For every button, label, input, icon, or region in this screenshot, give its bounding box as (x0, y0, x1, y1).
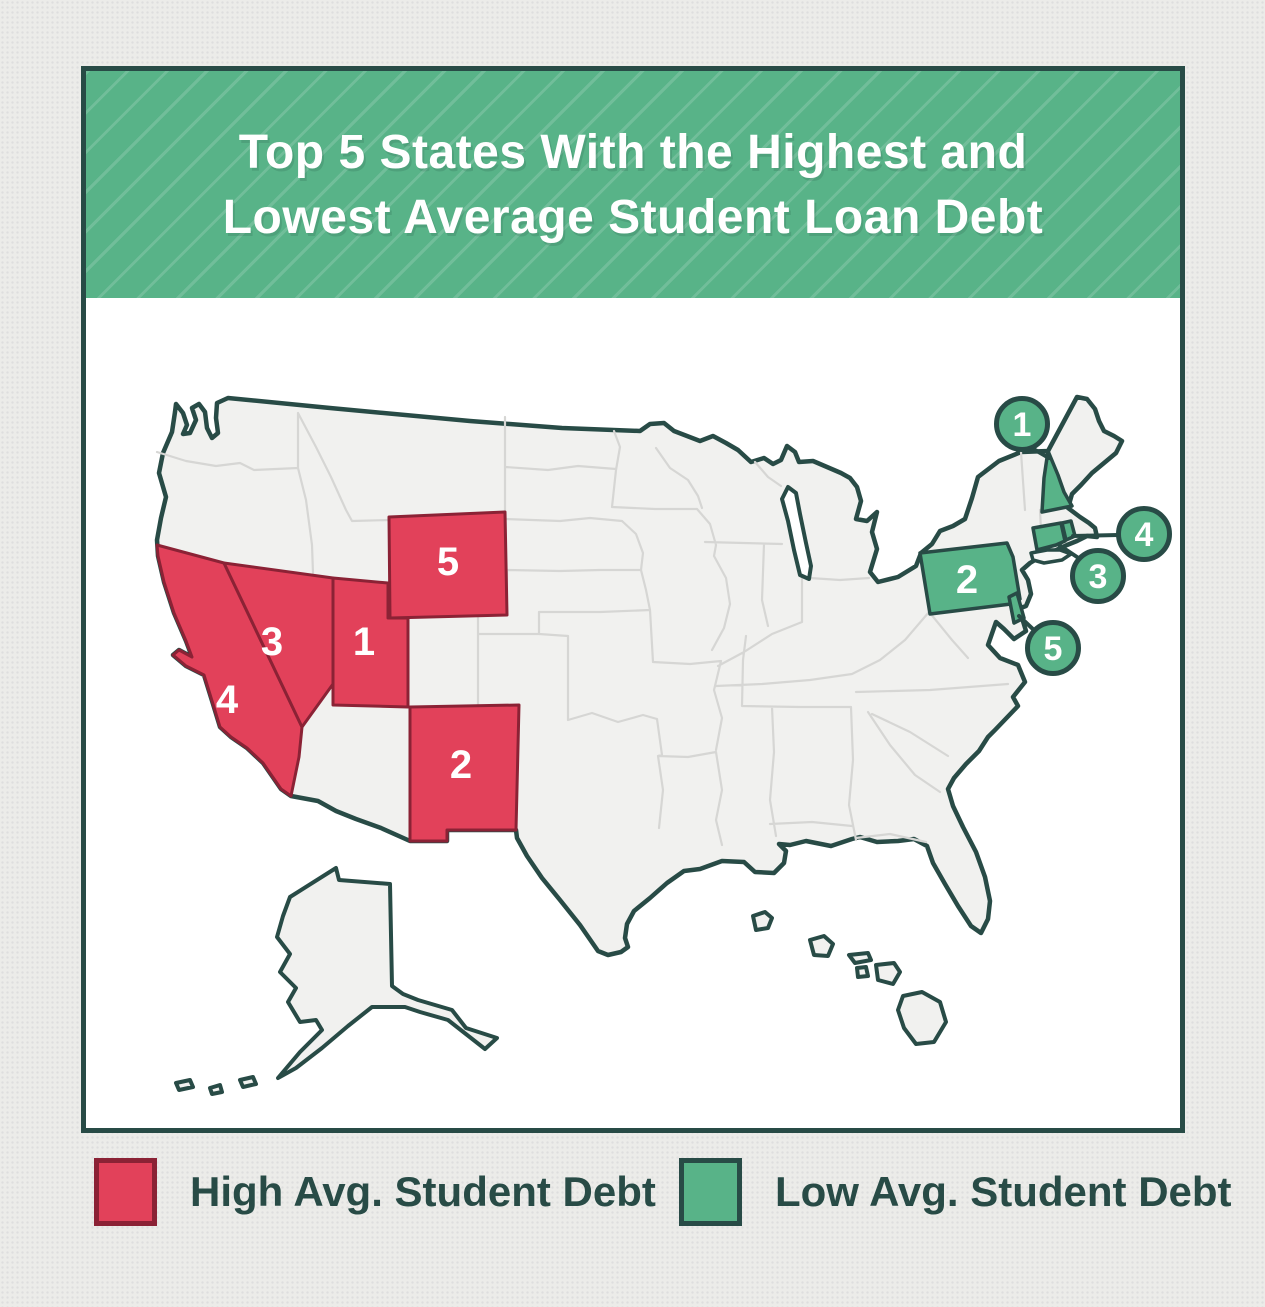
title-line-2: Lowest Average Student Loan Debt (222, 190, 1044, 244)
legend-item-high-debt: High Avg. Student Debt (94, 1158, 656, 1226)
legend-swatch-high-red (94, 1158, 157, 1226)
title-line-1: Top 5 States With the Highest and (238, 125, 1028, 179)
legend-label-low: Low Avg. Student Debt (775, 1168, 1232, 1215)
infographic-card: Top 5 States With the Highest and Lowest… (81, 66, 1185, 1133)
legend-swatch-low-green (679, 1158, 742, 1226)
legend-item-low-debt: Low Avg. Student Debt (679, 1158, 1232, 1226)
infographic-title: Top 5 States With the Highest and Lowest… (223, 120, 1044, 250)
legend-label-high: High Avg. Student Debt (190, 1168, 656, 1215)
card-header: Top 5 States With the Highest and Lowest… (86, 71, 1180, 298)
